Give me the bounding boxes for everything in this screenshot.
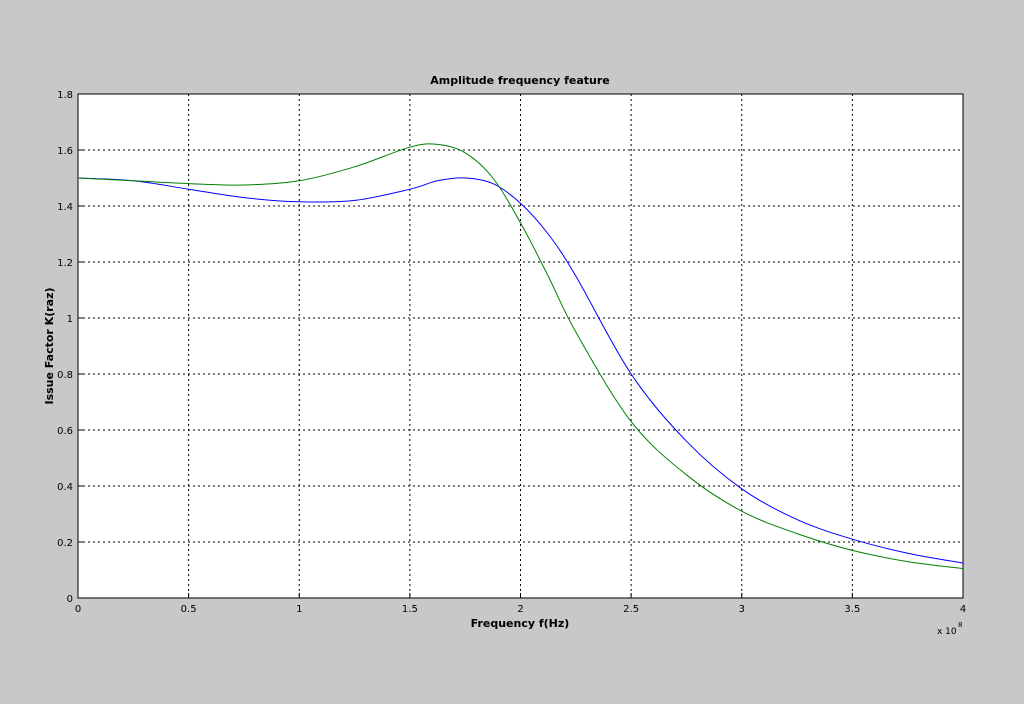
x-tick-label: 1.5: [402, 604, 418, 615]
y-axis-label: Issue Factor K(raz): [43, 287, 56, 404]
y-tick-label: 1.6: [57, 146, 73, 157]
x-tick-label: 3: [739, 604, 745, 615]
y-tick-label: 0.2: [57, 538, 73, 549]
data-line: [77, 143, 964, 570]
y-tick-label: 0.4: [57, 482, 73, 493]
x-tick-label: 3.5: [844, 604, 860, 615]
x-axis-label: Frequency f(Hz): [471, 617, 570, 630]
chart-title: Amplitude frequency feature: [430, 74, 609, 87]
y-tick-label: 0.8: [57, 370, 73, 381]
plot-frame: [77, 93, 964, 599]
x-tick-label: 1: [296, 604, 302, 615]
y-tick-label: 1.8: [57, 90, 73, 101]
y-tick-label: 1.2: [57, 258, 73, 269]
x-tick-label: 4: [960, 604, 966, 615]
y-tick-label: 0.6: [57, 426, 73, 437]
x-tick-label: 0.5: [181, 604, 197, 615]
y-tick-label: 1: [67, 314, 73, 325]
x-multiplier-base: x 10: [937, 627, 957, 637]
x-tick-label: 0: [75, 604, 81, 615]
y-tick-label: 1.4: [57, 202, 73, 213]
x-tick-label: 2.5: [623, 604, 639, 615]
data-line: [77, 177, 964, 564]
y-tick-label: 0: [67, 594, 73, 605]
x-multiplier-exponent: 8: [958, 621, 962, 629]
x-tick-label: 2: [517, 604, 523, 615]
